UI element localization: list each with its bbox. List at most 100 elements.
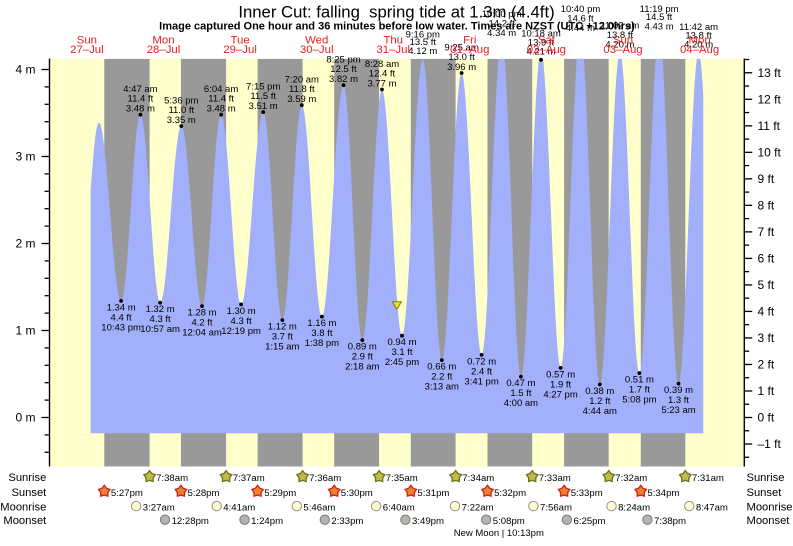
svg-text:12:28pm: 12:28pm (172, 516, 209, 527)
svg-text:11.5 ft: 11.5 ft (250, 91, 276, 102)
svg-text:30–Jul: 30–Jul (300, 44, 334, 56)
svg-text:2.2 ft: 2.2 ft (431, 372, 452, 383)
svg-text:11.4 ft: 11.4 ft (128, 94, 154, 105)
svg-text:8:47am: 8:47am (696, 502, 728, 513)
svg-text:2.4 ft: 2.4 ft (471, 366, 492, 377)
svg-text:12:19 pm: 12:19 pm (221, 326, 261, 337)
svg-text:Moonrise: Moonrise (747, 501, 793, 513)
svg-text:7:33am: 7:33am (539, 473, 571, 484)
svg-text:10:40 pm: 10:40 pm (561, 4, 601, 15)
svg-text:5:08pm: 5:08pm (493, 516, 525, 527)
svg-text:1.12 m: 1.12 m (268, 322, 297, 333)
svg-text:4.43 m: 4.43 m (645, 21, 674, 32)
svg-text:5:30pm: 5:30pm (341, 488, 373, 499)
svg-text:5:46am: 5:46am (303, 502, 335, 513)
svg-text:Sat: Sat (538, 34, 556, 46)
svg-text:3:13 am: 3:13 am (425, 382, 459, 393)
svg-text:Sun: Sun (77, 34, 97, 46)
svg-text:5:29pm: 5:29pm (264, 488, 296, 499)
svg-text:Mon: Mon (689, 34, 711, 46)
svg-text:4.4 ft: 4.4 ft (111, 312, 132, 323)
svg-text:1.28 m: 1.28 m (187, 308, 216, 319)
svg-text:13.5 ft: 13.5 ft (410, 37, 437, 48)
svg-text:14.6 ft: 14.6 ft (567, 14, 594, 25)
svg-text:27–Jul: 27–Jul (70, 44, 104, 56)
svg-text:7:56am: 7:56am (540, 502, 572, 513)
svg-text:Sunrise: Sunrise (8, 472, 46, 484)
svg-text:3.51 m: 3.51 m (249, 101, 278, 112)
svg-text:5:28pm: 5:28pm (188, 488, 220, 499)
svg-text:7:22am: 7:22am (462, 502, 494, 513)
svg-text:11:42 am: 11:42 am (679, 22, 718, 33)
svg-text:11:02 am: 11:02 am (600, 21, 639, 32)
svg-text:11:19 pm: 11:19 pm (640, 4, 679, 15)
svg-text:4.2 ft: 4.2 ft (191, 318, 212, 329)
svg-text:1:38 pm: 1:38 pm (305, 338, 339, 349)
svg-text:12.4 ft: 12.4 ft (369, 69, 396, 80)
svg-text:4.21 m: 4.21 m (526, 46, 555, 57)
svg-text:3.82 m: 3.82 m (329, 74, 358, 85)
svg-text:5:08 pm: 5:08 pm (622, 395, 656, 406)
svg-text:–1 ft: –1 ft (758, 437, 782, 451)
svg-text:10:18 am: 10:18 am (521, 28, 561, 39)
svg-text:3:27am: 3:27am (143, 502, 175, 513)
svg-text:0 ft: 0 ft (758, 411, 775, 425)
svg-text:1.9 ft: 1.9 ft (550, 379, 571, 390)
svg-text:7:20 am: 7:20 am (285, 75, 319, 86)
svg-text:7:15 pm: 7:15 pm (246, 82, 280, 93)
svg-text:7:35am: 7:35am (386, 473, 418, 484)
svg-text:2 m: 2 m (15, 237, 35, 251)
svg-text:7:31am: 7:31am (692, 473, 724, 484)
svg-text:Sunrise: Sunrise (747, 472, 785, 484)
svg-text:2.9 ft: 2.9 ft (352, 352, 373, 363)
svg-text:3.7 ft: 3.7 ft (272, 332, 293, 343)
svg-text:0 m: 0 m (15, 411, 35, 425)
svg-text:0.57 m: 0.57 m (546, 369, 575, 380)
svg-text:12:04 am: 12:04 am (182, 328, 222, 339)
svg-text:3.96 m: 3.96 m (447, 62, 476, 73)
svg-text:Fri: Fri (463, 34, 476, 46)
svg-text:Moonset: Moonset (747, 515, 791, 527)
svg-text:4.44 m: 4.44 m (566, 23, 595, 34)
svg-text:4:27 pm: 4:27 pm (543, 389, 577, 400)
svg-text:2 ft: 2 ft (758, 358, 775, 372)
svg-text:5:23 am: 5:23 am (661, 405, 695, 416)
svg-text:4.20 m: 4.20 m (684, 40, 713, 51)
svg-text:9:25 am: 9:25 am (444, 43, 478, 54)
svg-text:6:04 am: 6:04 am (204, 84, 238, 95)
svg-text:29–Jul: 29–Jul (223, 44, 257, 56)
svg-text:7:37am: 7:37am (233, 473, 265, 484)
svg-text:13.8 ft: 13.8 ft (685, 31, 712, 42)
svg-text:03–Aug: 03–Aug (603, 44, 642, 56)
svg-text:0.94 m: 0.94 m (387, 337, 416, 348)
svg-text:7:38am: 7:38am (156, 473, 188, 484)
svg-text:3.1 ft: 3.1 ft (391, 347, 412, 358)
svg-text:9 ft: 9 ft (758, 172, 775, 186)
svg-text:10:00 pm: 10:00 pm (482, 9, 522, 20)
svg-text:7:32am: 7:32am (615, 473, 647, 484)
svg-text:1.7 ft: 1.7 ft (629, 385, 650, 396)
svg-text:1 ft: 1 ft (758, 384, 775, 398)
svg-text:Sunset: Sunset (11, 487, 47, 499)
svg-text:4 m: 4 m (15, 63, 35, 77)
svg-text:14.5 ft: 14.5 ft (646, 12, 673, 23)
svg-text:1.30 m: 1.30 m (227, 306, 256, 317)
svg-text:11 ft: 11 ft (758, 119, 781, 133)
svg-text:3.48 m: 3.48 m (207, 104, 236, 115)
svg-text:9:16 pm: 9:16 pm (406, 30, 440, 41)
svg-text:0.72 m: 0.72 m (467, 356, 496, 367)
svg-text:10:43 pm: 10:43 pm (101, 322, 141, 333)
svg-text:10 ft: 10 ft (758, 146, 782, 160)
svg-text:13.8 ft: 13.8 ft (607, 30, 634, 41)
svg-text:5 ft: 5 ft (758, 278, 775, 292)
svg-text:Moonset: Moonset (3, 515, 47, 527)
svg-text:7:34am: 7:34am (462, 473, 494, 484)
svg-text:1.32 m: 1.32 m (146, 304, 175, 315)
svg-text:8 ft: 8 ft (758, 199, 775, 213)
svg-text:New Moon | 10:13pm: New Moon | 10:13pm (454, 528, 544, 539)
svg-text:0.66 m: 0.66 m (427, 362, 456, 373)
svg-text:3.35 m: 3.35 m (167, 115, 196, 126)
svg-text:6 ft: 6 ft (758, 252, 775, 266)
svg-text:4.20 m: 4.20 m (605, 40, 634, 51)
svg-text:0.51 m: 0.51 m (625, 375, 654, 386)
